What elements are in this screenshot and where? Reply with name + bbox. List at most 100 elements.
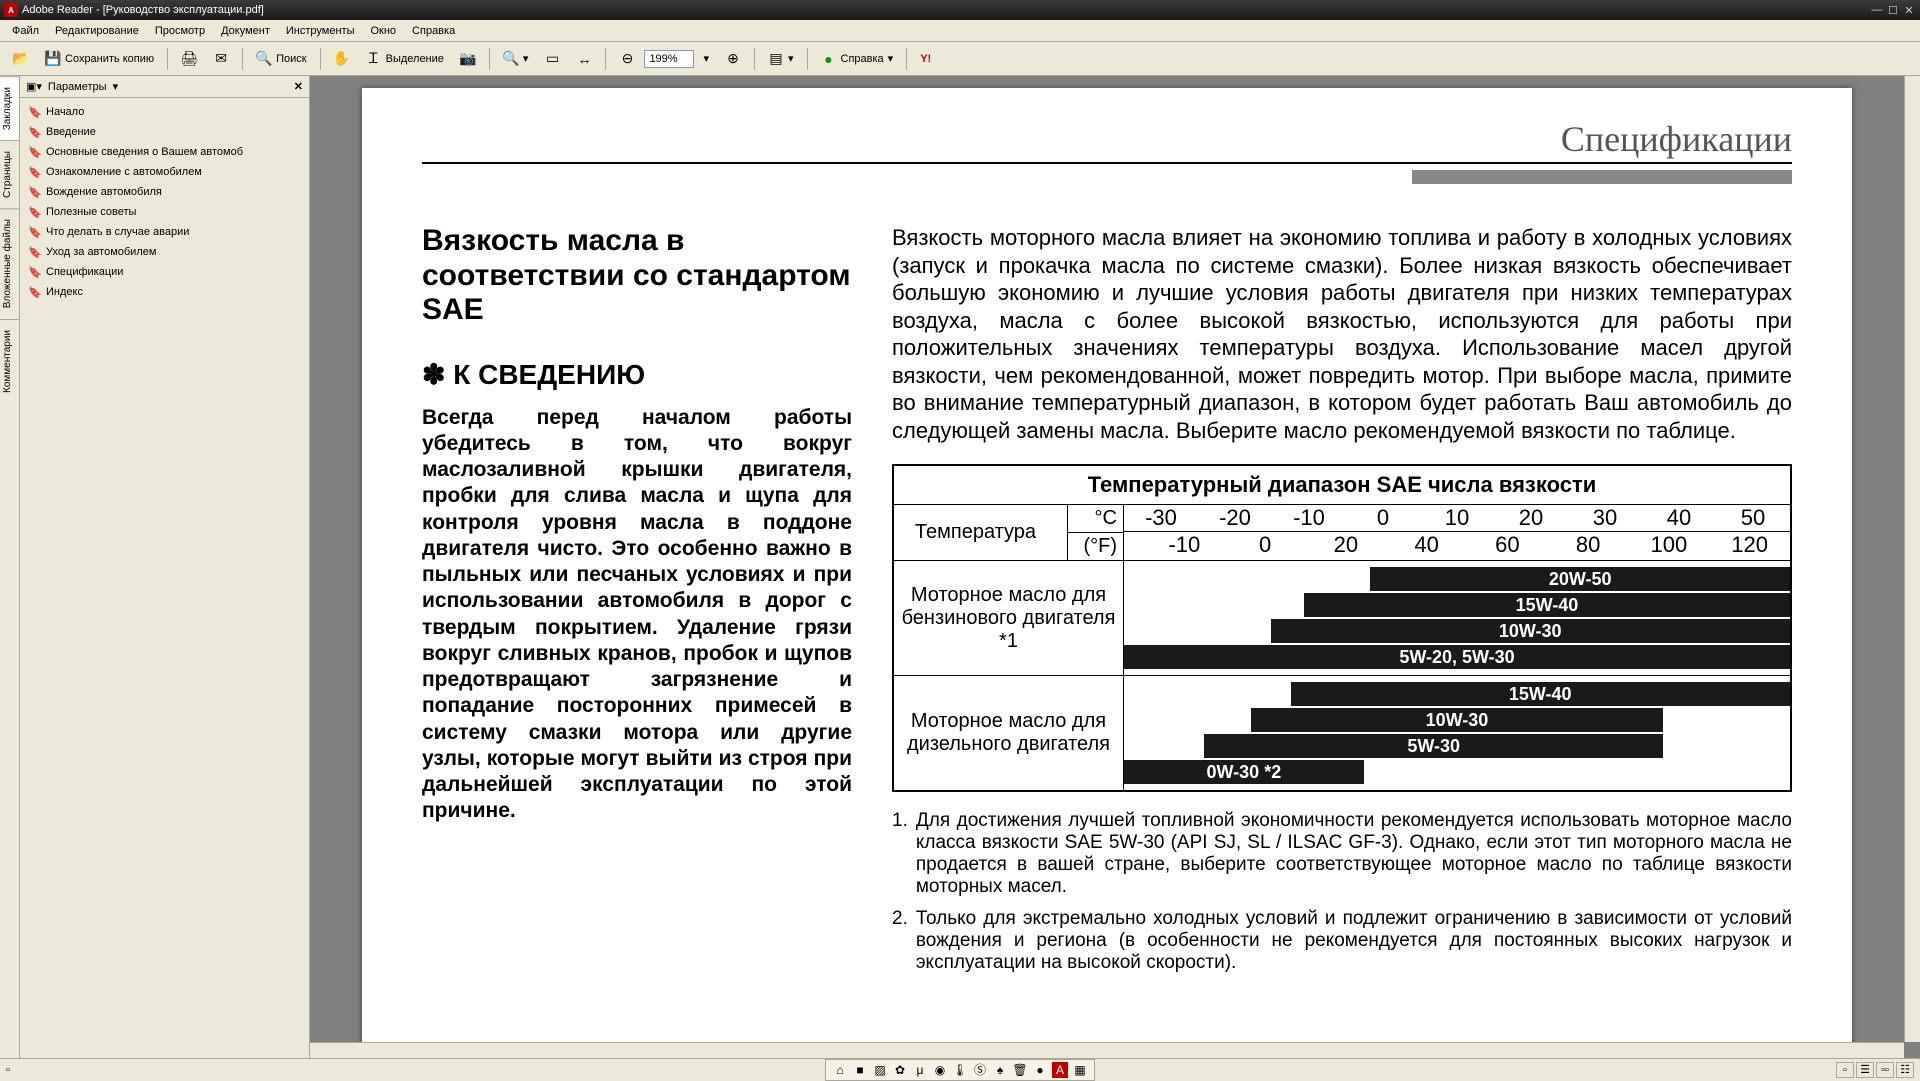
minimize-button[interactable]: — xyxy=(1870,3,1884,17)
zoom-dropdown[interactable]: ▾ xyxy=(696,48,716,69)
zoom-level[interactable]: 199% xyxy=(644,50,694,68)
temp-c: 10 xyxy=(1420,505,1494,531)
menubar: ФайлРедактированиеПросмотрДокументИнстру… xyxy=(0,20,1920,42)
temp-f: -10 xyxy=(1144,532,1225,558)
view-facing-button[interactable]: ▫▫ xyxy=(1876,1062,1894,1078)
fit-width-button[interactable]: ↔ xyxy=(569,47,599,71)
bookmark-item[interactable]: 🔖Ознакомление с автомобилем xyxy=(22,162,307,182)
bookmark-item[interactable]: 🔖Спецификации xyxy=(22,262,307,282)
bookmark-options-icon[interactable]: ▣▾ xyxy=(26,80,42,93)
bookmark-item[interactable]: 🔖Начало xyxy=(22,102,307,122)
bookmark-item[interactable]: 🔖Уход за автомобилем xyxy=(22,242,307,262)
yahoo-button[interactable]: Y! xyxy=(913,49,938,69)
tray-trash-icon[interactable]: 🗑 xyxy=(1012,1062,1028,1078)
tray-home-icon[interactable]: ⌂ xyxy=(832,1062,848,1078)
side-tab-1[interactable]: Страницы xyxy=(0,140,19,208)
close-button[interactable]: ✕ xyxy=(1902,3,1916,17)
tray-pdf-icon[interactable]: A xyxy=(1052,1062,1068,1078)
view-cont-button[interactable]: ☰ xyxy=(1856,1062,1874,1078)
bookmark-item[interactable]: 🔖Что делать в случае аварии xyxy=(22,222,307,242)
tray-cam-icon[interactable]: ■ xyxy=(852,1062,868,1078)
menu-Инструменты[interactable]: Инструменты xyxy=(278,23,363,39)
folder-icon: 📂 xyxy=(13,51,29,67)
temp-c: -10 xyxy=(1272,505,1346,531)
oil-bar: 5W-20, 5W-30 xyxy=(1124,645,1790,669)
tray-mu-icon[interactable]: μ xyxy=(912,1062,928,1078)
bookmark-item[interactable]: 🔖Основные сведения о Вашем автомоб xyxy=(22,142,307,162)
email-button[interactable]: ✉ xyxy=(206,47,236,71)
menu-Файл[interactable]: Файл xyxy=(4,23,47,39)
snapshot-tool[interactable]: 📷 xyxy=(453,47,483,71)
open-button[interactable]: 📂 xyxy=(6,47,36,71)
tray-gear-icon[interactable]: ✿ xyxy=(892,1062,908,1078)
save-label: Сохранить копию xyxy=(65,53,154,65)
side-tab-0[interactable]: Закладки xyxy=(0,76,19,140)
tray-cell-icon[interactable]: ▦ xyxy=(1072,1062,1088,1078)
note-body: Всегда перед началом работы убедитесь в … xyxy=(422,405,852,825)
menu-Просмотр[interactable]: Просмотр xyxy=(147,23,213,39)
side-tabs: ЗакладкиСтраницыВложенные файлыКомментар… xyxy=(0,76,20,1058)
bookmark-item[interactable]: 🔖Полезные советы xyxy=(22,202,307,222)
tray-skype-icon[interactable]: Ⓢ xyxy=(972,1062,988,1078)
heading-sae: Вязкость масла в соответствии со стандар… xyxy=(422,224,852,328)
footnote: 2.Только для экстремально холодных услов… xyxy=(892,908,1792,974)
footnote: 1.Для достижения лучшей топливной эконом… xyxy=(892,810,1792,898)
bookmark-icon: 🔖 xyxy=(28,225,42,239)
body-text: Вязкость моторного масла влияет на эконо… xyxy=(892,224,1792,444)
search-button[interactable]: 🔍Поиск xyxy=(249,47,313,71)
bookmark-label: Спецификации xyxy=(46,266,123,278)
temp-f: 0 xyxy=(1225,532,1306,558)
tray-dot-icon[interactable]: ● xyxy=(1032,1062,1048,1078)
gas-label: Моторное масло для бензинового двигателя… xyxy=(894,561,1124,675)
bookmark-item[interactable]: 🔖Индекс xyxy=(22,282,307,302)
select-tool[interactable]: ᏆВыделение xyxy=(359,47,451,71)
maximize-button[interactable]: ☐ xyxy=(1886,3,1900,17)
side-tab-3[interactable]: Комментарии xyxy=(0,319,19,403)
fit-page-button[interactable]: ▭ xyxy=(537,47,567,71)
fit-width-icon: ↔ xyxy=(576,51,592,67)
toolbar: 📂 💾Сохранить копию 🖨 ✉ 🔍Поиск ✋ ᏆВыделен… xyxy=(0,42,1920,76)
zoom-plus-button[interactable]: ⊕ xyxy=(718,47,748,71)
document-area: Спецификации Вязкость масла в соответств… xyxy=(310,76,1920,1058)
bookmark-icon: 🔖 xyxy=(28,105,42,119)
pdf-page: Спецификации Вязкость масла в соответств… xyxy=(362,88,1852,1042)
tray-spade-icon[interactable]: ♠ xyxy=(992,1062,1008,1078)
help-button[interactable]: ●Справка ▾ xyxy=(814,47,901,71)
viscosity-table: Температурный диапазон SAE числа вязкост… xyxy=(892,464,1792,792)
plus-icon: ⊕ xyxy=(725,51,741,67)
hand-icon: ✋ xyxy=(334,51,350,67)
save-copy-button[interactable]: 💾Сохранить копию xyxy=(38,47,161,71)
bookmark-item[interactable]: 🔖Введение xyxy=(22,122,307,142)
temp-label: Температура xyxy=(894,521,1057,544)
heading-note: ✽ К СВЕДЕНИЮ xyxy=(422,358,852,391)
horizontal-scrollbar[interactable] xyxy=(310,1042,1904,1058)
sb-page-icon[interactable]: ▫ xyxy=(6,1064,10,1076)
print-button[interactable]: 🖨 xyxy=(174,47,204,71)
side-tab-2[interactable]: Вложенные файлы xyxy=(0,208,19,318)
zoom-out-button[interactable]: ⊖ xyxy=(612,47,642,71)
tray-pic-icon[interactable]: ▨ xyxy=(872,1062,888,1078)
page-layout-button[interactable]: ▤▾ xyxy=(761,47,801,71)
menu-Документ[interactable]: Документ xyxy=(213,23,278,39)
tray-temp-icon[interactable]: 🌡 xyxy=(952,1062,968,1078)
bookmark-item[interactable]: 🔖Вождение автомобиля xyxy=(22,182,307,202)
app-icon: A xyxy=(4,3,18,17)
tray-globe-icon[interactable]: ◉ xyxy=(932,1062,948,1078)
bookmark-label: Индекс xyxy=(46,286,83,298)
statusbar: ▫ ⌂ ■ ▨ ✿ μ ◉ 🌡 Ⓢ ♠ 🗑 ● A ▦ ▫ ☰ ▫▫ ☷ xyxy=(0,1058,1920,1080)
menu-Справка[interactable]: Справка xyxy=(404,23,463,39)
footnotes: 1.Для достижения лучшей топливной эконом… xyxy=(892,810,1792,974)
search-icon: 🔍 xyxy=(256,51,272,67)
bookmark-panel-label[interactable]: Параметры xyxy=(48,81,107,93)
zoom-in-button[interactable]: 🔍▾ xyxy=(496,47,536,71)
menu-Редактирование[interactable]: Редактирование xyxy=(47,23,147,39)
bookmarks-close[interactable]: ✕ xyxy=(294,80,303,93)
oil-bar: 0W-30 *2 xyxy=(1124,760,1364,784)
menu-Окно[interactable]: Окно xyxy=(362,23,404,39)
hand-tool[interactable]: ✋ xyxy=(327,47,357,71)
document-scroll[interactable]: Спецификации Вязкость масла в соответств… xyxy=(310,76,1904,1042)
view-single-button[interactable]: ▫ xyxy=(1836,1062,1854,1078)
view-contfacing-button[interactable]: ☷ xyxy=(1896,1062,1914,1078)
vertical-scrollbar[interactable] xyxy=(1904,76,1920,1042)
print-icon: 🖨 xyxy=(181,51,197,67)
